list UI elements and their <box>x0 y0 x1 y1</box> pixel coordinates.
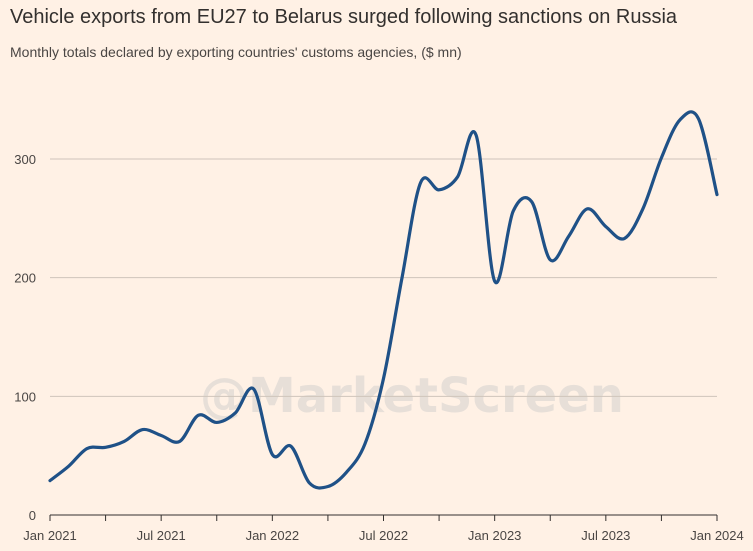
x-axis: Jan 2021 Jul 2021 Jan 2022 Jul 2022 Jan 2023… <box>23 514 744 543</box>
y-tick-label: 200 <box>14 271 36 286</box>
x-tick-label: Jan 2021 <box>23 528 77 543</box>
data-point <box>49 479 52 482</box>
y-tick-label: 0 <box>29 508 36 523</box>
chart-subtitle: Monthly totals declared by exporting cou… <box>10 44 462 60</box>
data-point <box>493 280 496 283</box>
data-point <box>586 207 589 210</box>
data-point <box>641 207 644 210</box>
data-point <box>215 421 218 424</box>
series-layer <box>48 110 719 490</box>
data-point <box>697 117 700 120</box>
series-line <box>48 110 719 490</box>
data-point <box>123 440 126 443</box>
gridlines <box>50 158 717 397</box>
data-point <box>623 237 626 240</box>
data-point <box>271 453 274 456</box>
x-tick-label: Jan 2022 <box>246 528 300 543</box>
data-point <box>345 471 348 474</box>
data-point <box>475 134 478 137</box>
data-point <box>678 118 681 121</box>
data-point <box>363 442 366 445</box>
x-tick-label: Jul 2022 <box>359 528 408 543</box>
data-point <box>382 377 385 380</box>
data-point <box>289 445 292 448</box>
x-tick-label: Jul 2023 <box>581 528 630 543</box>
data-point <box>234 411 237 414</box>
data-point <box>160 434 163 437</box>
data-point <box>549 258 552 261</box>
data-point <box>530 200 533 203</box>
data-point <box>141 428 144 431</box>
data-point <box>326 485 329 488</box>
y-axis: 0 100 200 300 <box>14 152 36 523</box>
x-tick-label: Jan 2023 <box>468 528 522 543</box>
data-point <box>716 193 719 196</box>
data-point <box>308 481 311 484</box>
data-point <box>401 276 404 279</box>
x-tick-label: Jan 2024 <box>690 528 744 543</box>
data-point <box>604 225 607 228</box>
data-point <box>252 388 255 391</box>
y-tick-label: 100 <box>14 389 36 404</box>
chart-title: Vehicle exports from EU27 to Belarus sur… <box>10 6 678 28</box>
data-point <box>104 446 107 449</box>
data-point <box>512 210 515 213</box>
data-point <box>86 447 89 450</box>
x-tick-label: Jul 2021 <box>137 528 186 543</box>
data-point <box>567 235 570 238</box>
data-point <box>419 181 422 184</box>
data-point <box>178 440 181 443</box>
data-point <box>197 414 200 417</box>
y-tick-label: 300 <box>14 152 36 167</box>
data-point <box>456 175 459 178</box>
data-point <box>438 188 441 191</box>
data-point <box>67 465 70 468</box>
data-point <box>660 156 663 159</box>
